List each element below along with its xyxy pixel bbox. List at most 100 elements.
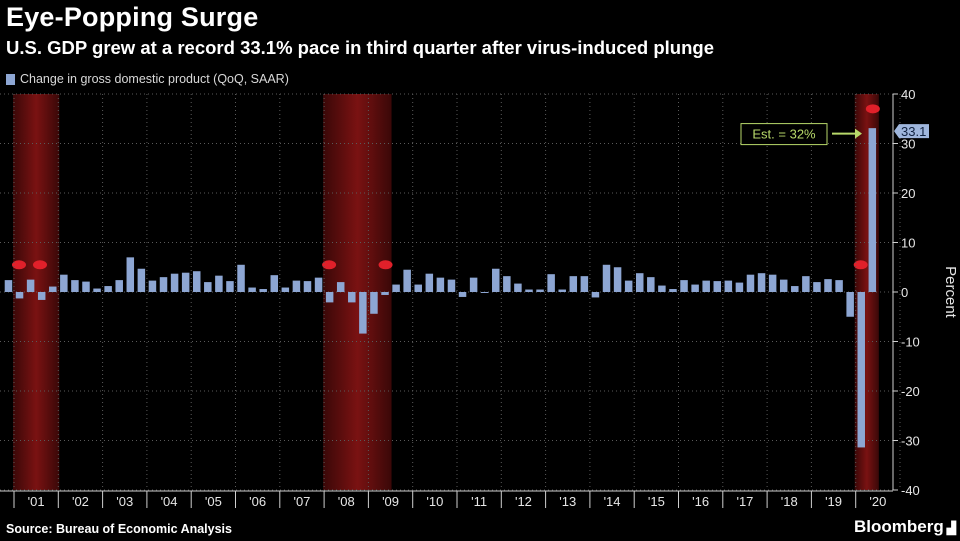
x-tick-label: '19 — [825, 494, 842, 509]
bar — [215, 275, 223, 292]
bar — [857, 292, 865, 448]
bar — [691, 284, 699, 292]
recession-end-marker — [378, 260, 393, 270]
x-tick-label: '18 — [781, 494, 798, 509]
bar — [270, 275, 279, 292]
bar — [635, 273, 644, 292]
bar — [768, 274, 777, 292]
bar — [104, 286, 112, 292]
y-tick-label: 0 — [901, 285, 908, 300]
bar — [292, 280, 301, 292]
bar — [37, 292, 46, 300]
bar — [580, 276, 589, 292]
bar — [713, 281, 722, 292]
bar — [348, 292, 356, 303]
x-tick-label: '09 — [382, 494, 399, 509]
bar — [71, 280, 79, 292]
bar — [746, 274, 755, 292]
bar — [735, 282, 744, 292]
y-tick-label: 40 — [901, 87, 915, 102]
x-tick-label: '07 — [293, 494, 310, 509]
x-tick-label: '17 — [736, 494, 753, 509]
x-tick-label: '03 — [116, 494, 133, 509]
bar — [813, 282, 821, 292]
chart-title: Eye-Popping Surge — [6, 2, 259, 32]
bar — [779, 279, 788, 292]
bar — [303, 281, 312, 292]
estimate-label: Est. = 32% — [752, 127, 816, 142]
bar — [237, 264, 245, 292]
brand-name: Bloomberg — [854, 517, 944, 536]
bar — [647, 277, 655, 292]
bar — [126, 257, 135, 292]
bar — [414, 284, 422, 292]
bar — [159, 277, 168, 292]
last-value-label: 33.1 — [901, 124, 926, 139]
bar — [558, 289, 566, 292]
bloomberg-logo: Bloomberg ▟ — [854, 517, 956, 537]
legend: Change in gross domestic product (QoQ, S… — [6, 72, 289, 86]
bar — [624, 280, 633, 292]
chart-subtitle: U.S. GDP grew at a record 33.1% pace in … — [6, 37, 714, 58]
legend-swatch — [6, 73, 15, 85]
bar — [60, 274, 68, 292]
bar — [824, 279, 832, 292]
bar — [613, 267, 622, 292]
recession-end-marker — [865, 104, 880, 114]
bar — [181, 272, 190, 292]
x-tick-label: '15 — [648, 494, 665, 509]
bar — [15, 292, 24, 299]
bar — [447, 279, 456, 292]
bar — [4, 280, 13, 292]
bar — [204, 282, 212, 292]
bar — [93, 288, 101, 292]
bar — [547, 274, 555, 292]
estimate-box — [740, 123, 828, 146]
x-tick-label: '06 — [249, 494, 266, 509]
x-tick-label: '04 — [161, 494, 178, 509]
y-tick-label: -10 — [901, 335, 920, 350]
bar — [569, 276, 578, 292]
bar — [381, 292, 389, 295]
bar — [669, 289, 677, 292]
y-tick-label: -30 — [901, 434, 920, 449]
bar — [702, 280, 710, 292]
bar — [259, 289, 267, 292]
bar — [492, 268, 500, 292]
bar — [480, 292, 489, 293]
y-axis-label: Percent — [942, 266, 959, 319]
bloomberg-mark-icon: ▟ — [946, 521, 956, 535]
bar — [602, 264, 611, 292]
bar — [724, 280, 733, 292]
bar — [148, 280, 157, 292]
bar — [514, 283, 522, 292]
bar — [525, 289, 533, 292]
bar — [170, 273, 179, 292]
bar — [680, 280, 688, 292]
bar — [403, 269, 411, 292]
bar — [115, 280, 123, 292]
last-value-badge — [894, 124, 929, 139]
bar — [503, 276, 511, 292]
estimate-arrow-head — [855, 128, 862, 139]
bar — [802, 276, 810, 292]
bar — [536, 289, 544, 292]
x-tick-label: '08 — [338, 494, 355, 509]
bar — [359, 292, 367, 334]
bar — [192, 271, 201, 292]
y-tick-label: -20 — [901, 384, 920, 399]
bar — [392, 284, 400, 292]
bar — [868, 128, 877, 292]
bar — [835, 280, 843, 292]
legend-label: Change in gross domestic product (QoQ, S… — [20, 72, 289, 86]
bar — [425, 273, 434, 292]
bar — [248, 287, 256, 292]
bar — [846, 292, 854, 317]
x-tick-label: '02 — [72, 494, 89, 509]
bar — [226, 281, 234, 292]
recession-start-marker — [853, 260, 868, 270]
y-tick-label: 10 — [901, 236, 915, 251]
x-tick-label: '16 — [692, 494, 709, 509]
x-tick-label: '10 — [426, 494, 443, 509]
x-tick-label: '20 — [869, 494, 886, 509]
